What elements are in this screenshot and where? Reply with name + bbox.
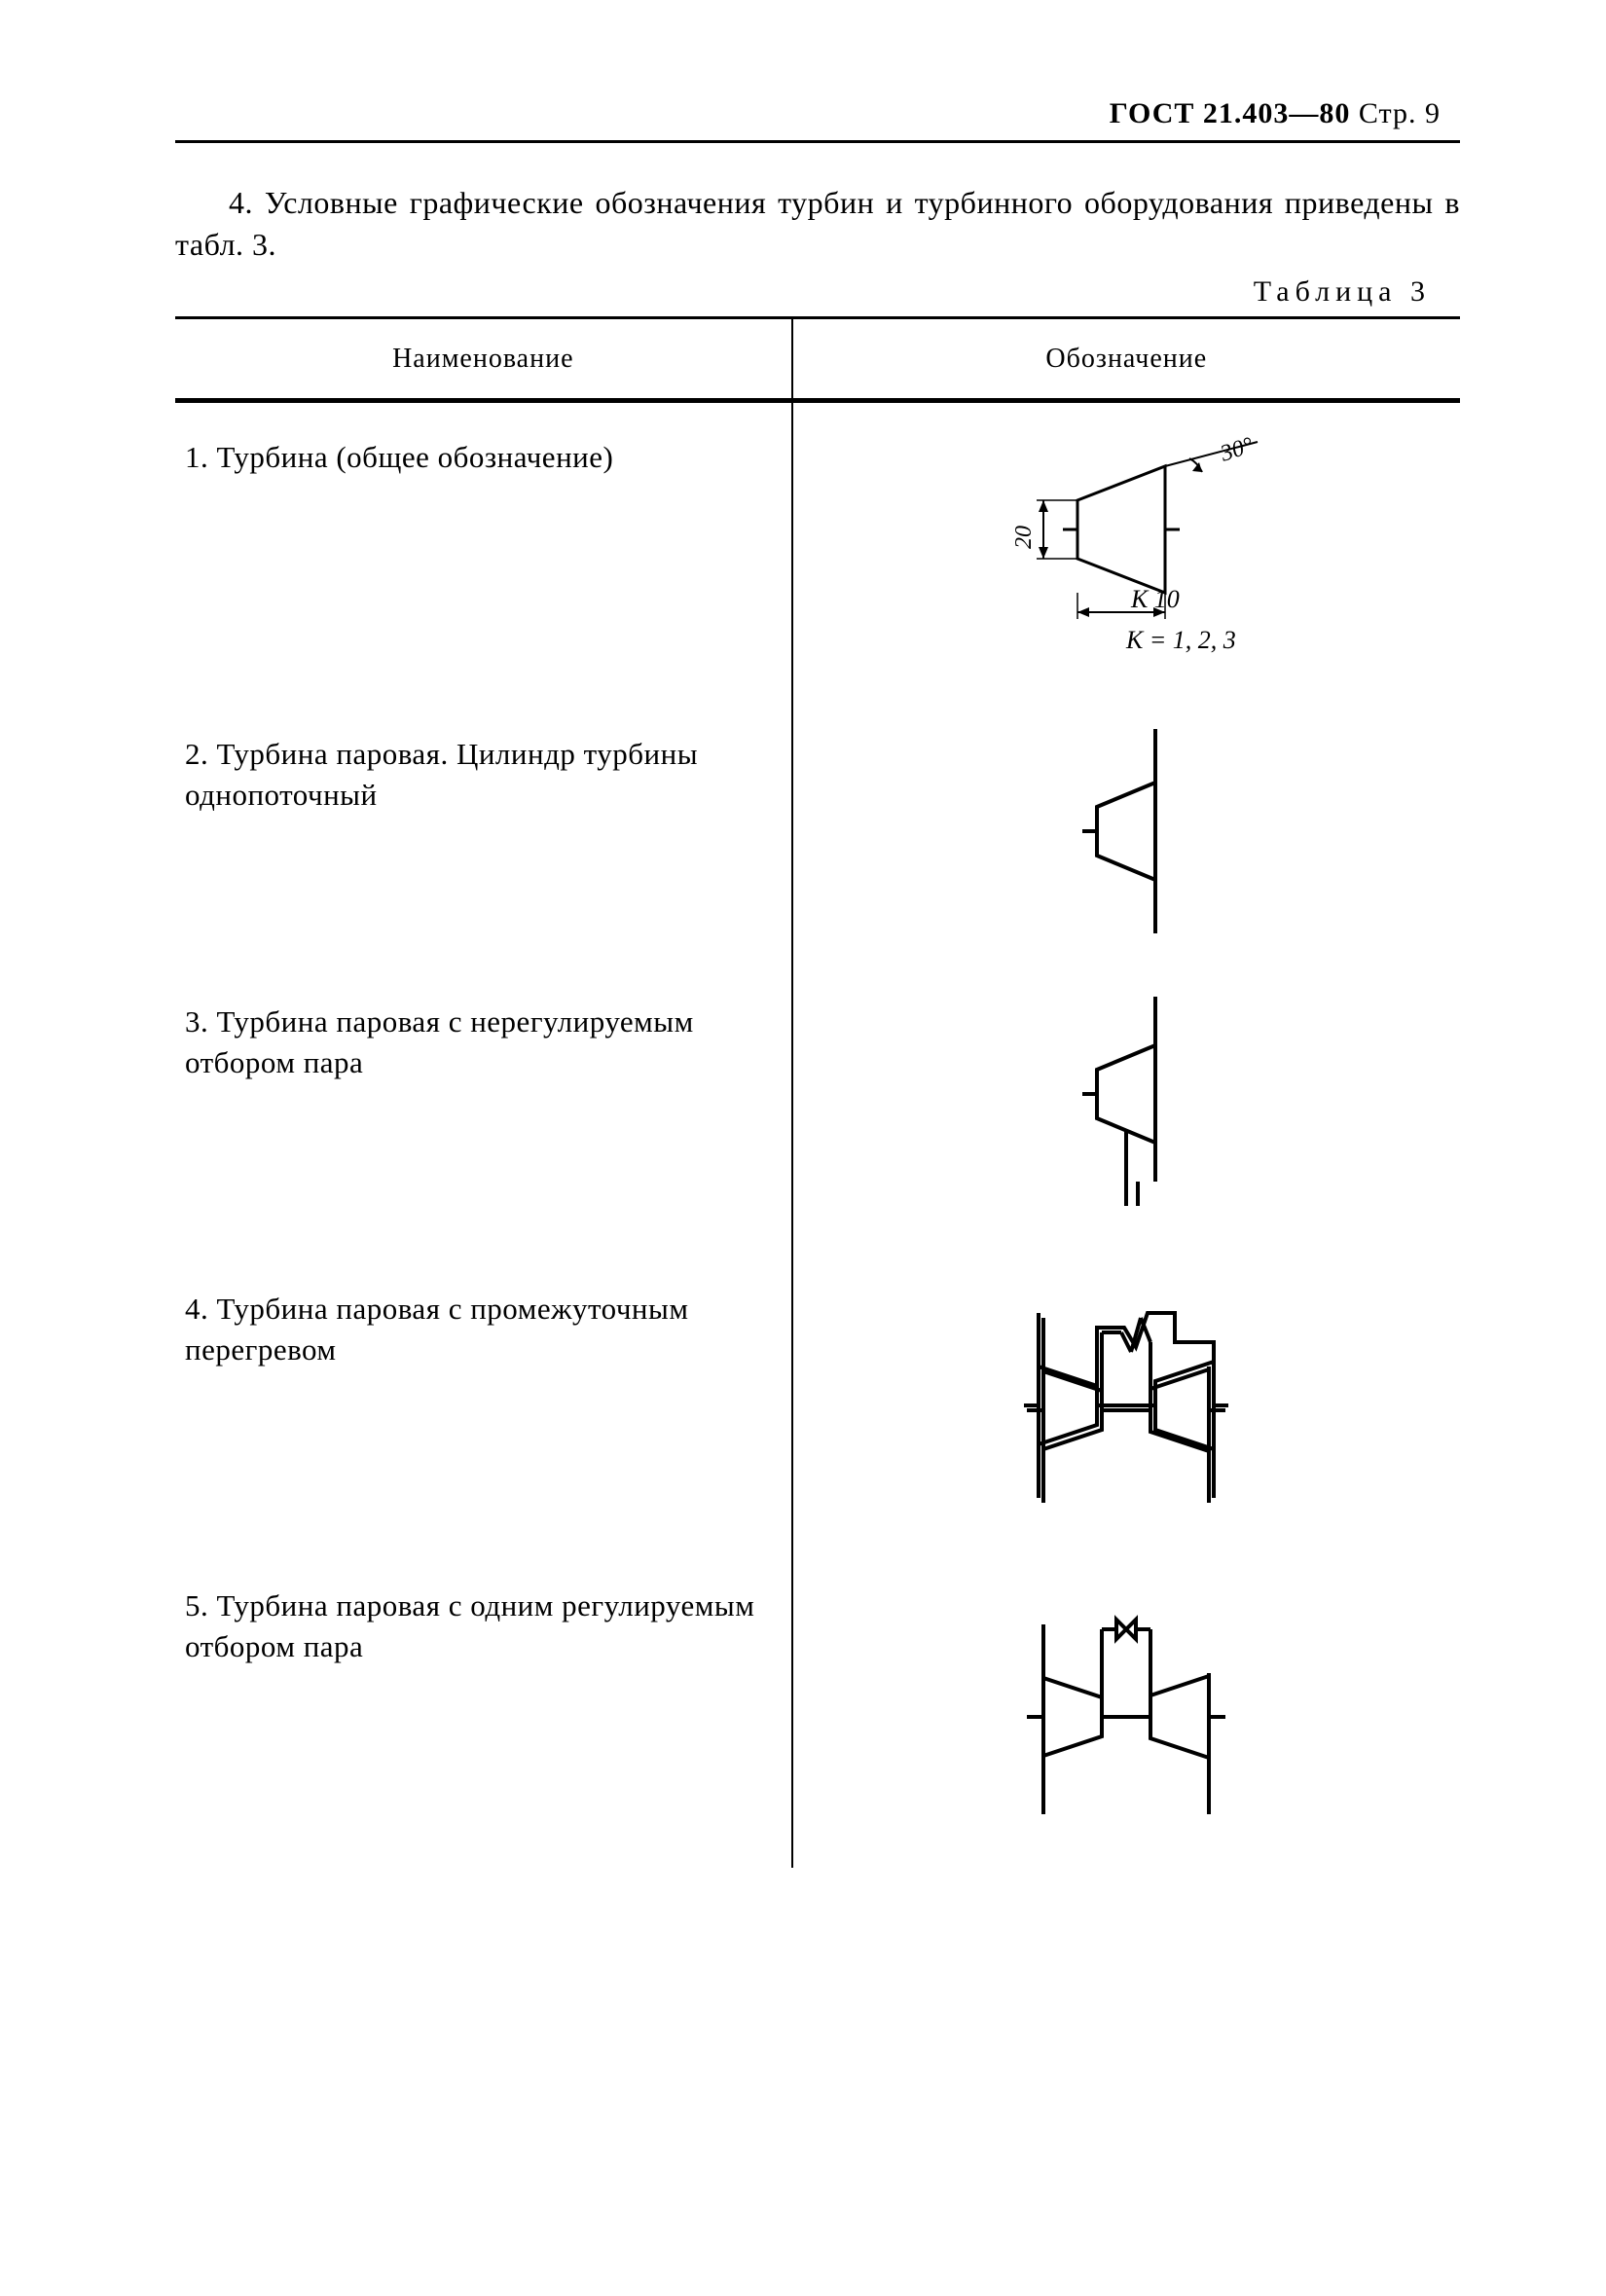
dim-height-label: 20: [1011, 526, 1037, 549]
turbine-unregulated-extraction-icon: [1029, 987, 1223, 1230]
gost-number: ГОСТ 21.403—80: [1110, 97, 1351, 129]
table-row: 3. Турбина паровая с нерегулируемым отбо…: [175, 967, 1460, 1255]
turbine-reheat-icon: [980, 1274, 1272, 1527]
turbine-regulated-extraction-icon: [980, 1571, 1272, 1843]
row-name-text: 2. Турбина паровая. Цилиндр турбины одно…: [185, 737, 698, 812]
row-symbol: [792, 700, 1460, 967]
row-name: 3. Турбина паровая с нерегулируемым отбо…: [175, 967, 792, 1255]
table-row: 1. Турбина (общее обозначение): [175, 401, 1460, 701]
row-symbol: [792, 967, 1460, 1255]
turbine-generic-icon: 20 30° К 10 К = 1, 2, 3: [970, 422, 1282, 675]
row-name-text: 3. Турбина паровая с нерегулируемым отбо…: [185, 1004, 694, 1079]
row-name: 1. Турбина (общее обозначение): [175, 401, 792, 701]
row-name-text: 5. Турбина паровая с одним регулируемым …: [185, 1588, 754, 1663]
table-header-row: Наименование Обозначение: [175, 318, 1460, 401]
angle-label: 30°: [1217, 433, 1257, 468]
page-number: Стр. 9: [1359, 97, 1441, 129]
page-header: ГОСТ 21.403—80 Стр. 9: [175, 97, 1460, 143]
row-symbol: [792, 1551, 1460, 1868]
turbine-single-flow-icon: [1029, 719, 1223, 943]
table-row: 2. Турбина паровая. Цилиндр турбины одно…: [175, 700, 1460, 967]
table-caption: Таблица 3: [175, 275, 1460, 309]
col-symbol-header: Обозначение: [792, 318, 1460, 401]
table-row: 4. Турбина паровая с промежуточным перег…: [175, 1255, 1460, 1551]
col-name-header: Наименование: [175, 318, 792, 401]
width-label: К 10: [1130, 585, 1180, 613]
row-symbol: [792, 1255, 1460, 1551]
symbols-table: Наименование Обозначение 1. Турбина (общ…: [175, 316, 1460, 1868]
row-name-text: 4. Турбина паровая с промежуточным перег…: [185, 1292, 688, 1367]
k-note: К = 1, 2, 3: [1125, 626, 1236, 654]
row-name: 4. Турбина паровая с промежуточным перег…: [175, 1255, 792, 1551]
row-name-text: 1. Турбина (общее обозначение): [185, 440, 613, 474]
row-name: 2. Турбина паровая. Цилиндр турбины одно…: [175, 700, 792, 967]
table-row: 5. Турбина паровая с одним регулируемым …: [175, 1551, 1460, 1868]
intro-paragraph: 4. Условные графические обозначения турб…: [175, 182, 1460, 266]
row-symbol: 20 30° К 10 К = 1, 2, 3: [792, 401, 1460, 701]
row-name: 5. Турбина паровая с одним регулируемым …: [175, 1551, 792, 1868]
